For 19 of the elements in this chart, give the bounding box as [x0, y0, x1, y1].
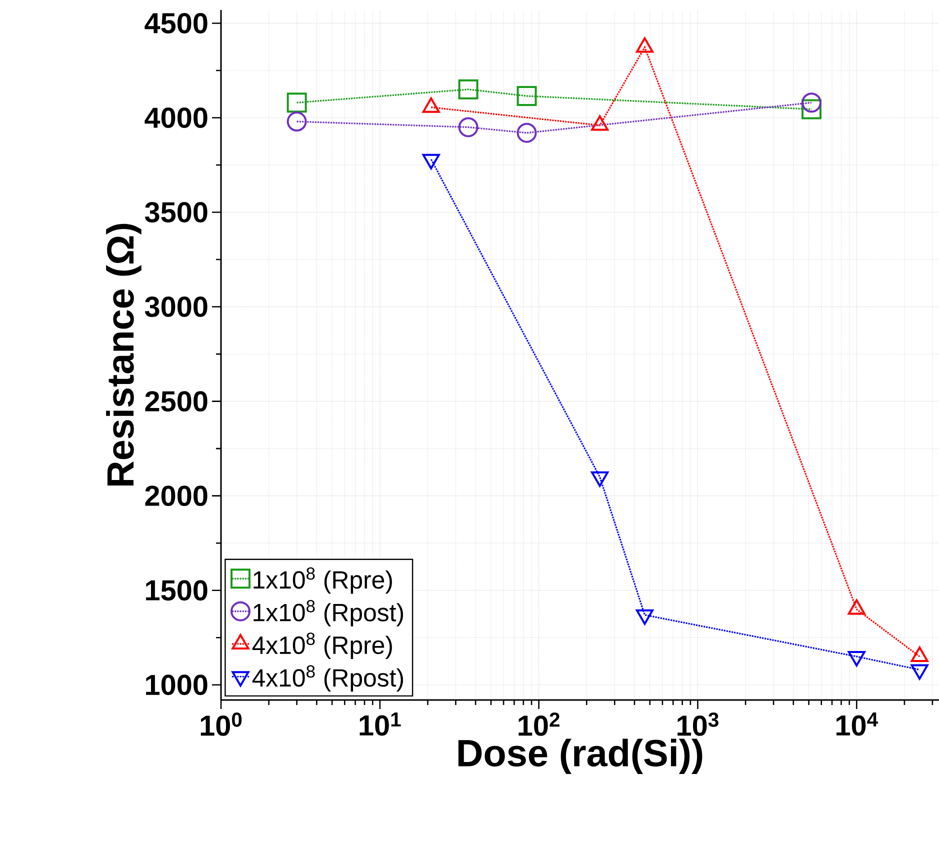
y-tick-label: 2500 — [145, 391, 208, 412]
legend-label: 4x10$^{8}$ (Rpre) — [252, 632, 392, 659]
x-tick-label: 10$^{3}$ — [678, 712, 718, 736]
x-axis-title: Dose (rad(Si)) — [458, 738, 702, 774]
x-tick-label: 10$^{4}$ — [836, 712, 878, 736]
y-tick-label: 1500 — [146, 580, 208, 601]
y-tick-label: 3000 — [144, 296, 208, 318]
y-tick-label: 4000 — [144, 108, 208, 128]
legend-label: 1x10$^{8}$ (Rpost) — [254, 600, 404, 626]
x-tick-label: 10$^{2}$ — [518, 712, 560, 736]
y-axis-title: Resistance (Ω) — [106, 224, 142, 486]
y-tick-label: 4500 — [144, 12, 208, 34]
y-tick-label: 2000 — [145, 486, 208, 506]
y-tick-label: 1000 — [146, 674, 208, 696]
legend-label: 4x10$^{8}$ (Rpost) — [252, 665, 404, 692]
y-tick-label: 3500 — [144, 202, 208, 223]
x-tick-label: 10$^{0}$ — [200, 712, 242, 736]
legend-label: 1x10$^{8}$ (Rpre) — [254, 567, 392, 594]
x-tick-label: 10$^{1}$ — [360, 712, 401, 736]
